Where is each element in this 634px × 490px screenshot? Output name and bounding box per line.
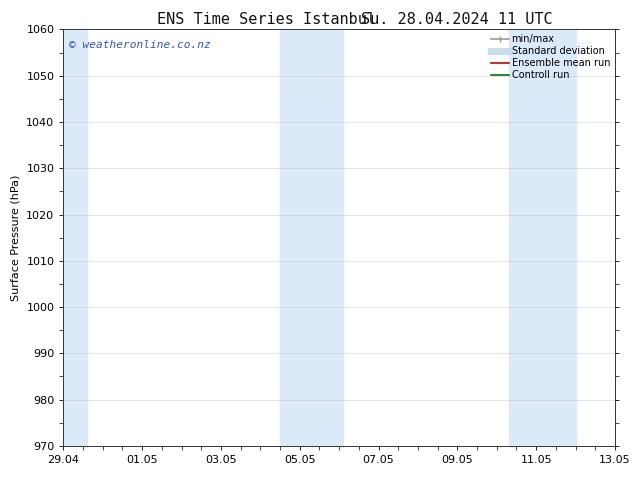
Text: Su. 28.04.2024 11 UTC: Su. 28.04.2024 11 UTC bbox=[361, 12, 552, 27]
Text: © weatheronline.co.nz: © weatheronline.co.nz bbox=[69, 40, 210, 50]
Bar bbox=[508, 29, 536, 446]
Y-axis label: Surface Pressure (hPa): Surface Pressure (hPa) bbox=[11, 174, 21, 301]
Legend: min/max, Standard deviation, Ensemble mean run, Controll run: min/max, Standard deviation, Ensemble me… bbox=[489, 32, 612, 82]
Bar bbox=[60, 29, 87, 446]
Bar bbox=[280, 29, 320, 446]
Text: ENS Time Series Istanbul: ENS Time Series Istanbul bbox=[157, 12, 376, 27]
Bar bbox=[536, 29, 576, 446]
Bar bbox=[320, 29, 343, 446]
